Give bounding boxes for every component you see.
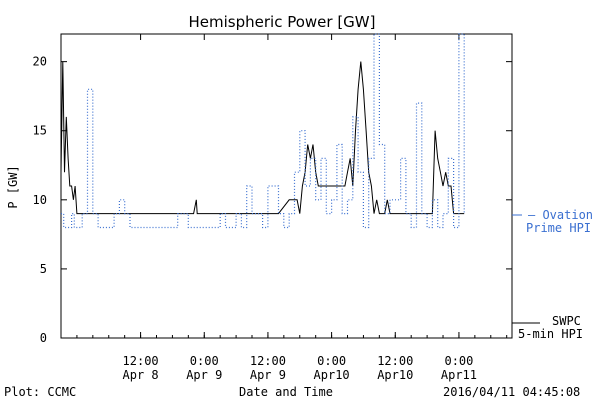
footer-timestamp: 2016/04/11 04:45:08 bbox=[443, 385, 580, 399]
series-layer bbox=[60, 33, 465, 229]
legend-ovation-label-2: Prime HPI bbox=[526, 221, 591, 235]
x-tick-label-time: 12:00 bbox=[377, 354, 413, 368]
chart-title: Hemispheric Power [GW] bbox=[189, 13, 376, 31]
x-axis-label: Date and Time bbox=[239, 385, 333, 399]
y-tick-label: 0 bbox=[40, 331, 47, 345]
x-tick-label-date: Apr 9 bbox=[250, 368, 286, 382]
x-tick-label-date: Apr10 bbox=[314, 368, 350, 382]
legend-swpc-label-2: 5-min HPI bbox=[518, 327, 583, 341]
x-tick-label-time: 0:00 bbox=[190, 354, 219, 368]
plot-frame bbox=[60, 33, 513, 339]
x-tick-label-date: Apr11 bbox=[441, 368, 477, 382]
x-tick-label-date: Apr 8 bbox=[123, 368, 159, 382]
y-axis-label: P [GW] bbox=[6, 165, 20, 208]
x-tick-label-time: 12:00 bbox=[123, 354, 159, 368]
y-axis-ticks: 0 5 10 15 20 bbox=[33, 55, 512, 345]
x-tick-label-time: 0:00 bbox=[444, 354, 473, 368]
ovation-series-line bbox=[61, 33, 465, 229]
x-tick-label-date: Apr10 bbox=[377, 368, 413, 382]
legend-ovation-label-1: — Ovation bbox=[528, 208, 593, 222]
legend-swpc-label-1: SWPC bbox=[552, 314, 581, 328]
footer-plot-credit: Plot: CCMC bbox=[4, 385, 76, 399]
y-tick-label: 5 bbox=[40, 262, 47, 276]
legend: — Ovation Prime HPI SWPC 5-min HPI bbox=[512, 208, 593, 341]
x-tick-label-time: 12:00 bbox=[250, 354, 286, 368]
y-tick-label: 15 bbox=[33, 124, 47, 138]
swpc-series-line bbox=[60, 61, 465, 215]
y-tick-label: 10 bbox=[33, 193, 47, 207]
x-tick-label-date: Apr 9 bbox=[186, 368, 222, 382]
x-tick-label-time: 0:00 bbox=[317, 354, 346, 368]
y-tick-label: 20 bbox=[33, 55, 47, 69]
